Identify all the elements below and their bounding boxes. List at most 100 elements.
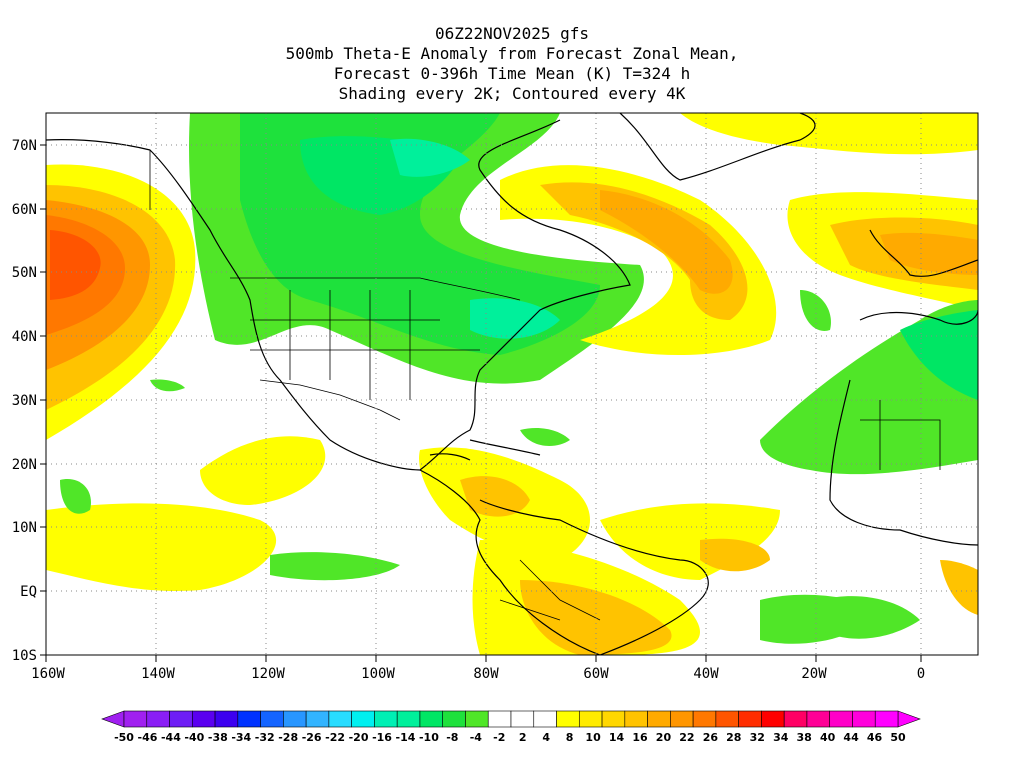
colorbar-label: 8 (566, 731, 574, 744)
colorbar-label: 32 (750, 731, 765, 744)
colorbar-label: 22 (679, 731, 694, 744)
colorbar-label: -50 (114, 731, 134, 744)
colorbar-swatch (328, 710, 352, 728)
africa-borders (860, 400, 941, 470)
colorbar-label: 26 (703, 731, 719, 744)
colorbar-swatch (874, 710, 899, 728)
colorbar: -50 -46 -44 -40 -38 -34 -32 -28 -26 -22 -20 -16 -14-… (101, 710, 921, 744)
map-frame (45, 112, 979, 656)
colorbar-swatch (601, 710, 626, 728)
lat-label: 30N (12, 393, 37, 409)
europe-coast (859, 229, 978, 325)
colorbar-swatch (829, 710, 853, 728)
lon-label: 160W (31, 666, 65, 682)
colorbar-label: -40 (184, 731, 204, 744)
colorbar-swatch (578, 710, 603, 728)
south-america-coast (419, 469, 709, 655)
colorbar-swatch (442, 710, 466, 728)
colorbar-swatch (191, 710, 216, 728)
colorbar-swatch (692, 710, 717, 728)
lon-label: 80W (473, 666, 499, 682)
colorbar-label: -26 (302, 731, 322, 744)
colorbar-label: -16 (372, 731, 392, 744)
colorbar-swatch (419, 710, 444, 728)
colorbar-label: 28 (726, 731, 741, 744)
colorbar-swatch (533, 710, 557, 728)
colorbar-swatch (214, 710, 239, 728)
lat-label: 40N (12, 329, 37, 345)
colorbar-label: 4 (542, 731, 550, 744)
title-line-4: Shading every 2K; Contoured every 4K (338, 84, 686, 103)
colorbar-swatch (123, 710, 148, 728)
colorbar-label: -14 (396, 731, 416, 744)
colorbar-swatch (396, 710, 421, 728)
lat-labels: 70N 60N 50N 40N 30N 20N 10N EQ 10S (12, 138, 37, 664)
colorbar-label: -28 (278, 731, 298, 744)
lat-label: 10N (12, 520, 37, 536)
colorbar-swatch (237, 710, 261, 728)
africa-cold-anomaly (760, 290, 978, 475)
us-mexico-border (259, 379, 401, 421)
state-borders (250, 290, 480, 400)
colorbar-label: -8 (446, 731, 458, 744)
colorbar-swatch (806, 710, 831, 728)
title-line-3: Forecast 0-396h Time Mean (K) T=324 h (333, 64, 691, 83)
colorbar-swatch (465, 710, 489, 728)
colorbar-label: -38 (208, 731, 228, 744)
greenland-coast (619, 113, 816, 181)
lat-label: 50N (12, 265, 37, 281)
colorbar-swatch (761, 710, 785, 728)
coastlines (46, 113, 978, 655)
colorbar-swatch (260, 710, 284, 728)
north-america-coast (46, 119, 631, 471)
lon-label: 100W (361, 666, 395, 682)
colorbar-swatch (283, 710, 307, 728)
pacific-warm-anomaly (46, 164, 196, 440)
colorbar-label: -32 (255, 731, 275, 744)
colorbar-swatch (305, 710, 330, 728)
lon-label: 120W (251, 666, 285, 682)
colorbar-swatch (624, 710, 648, 728)
colorbar-label: 14 (609, 731, 625, 744)
anomaly-shading (46, 113, 978, 655)
tropical-cold-patches (60, 379, 920, 644)
colorbar-swatch (169, 710, 193, 728)
colorbar-label: 46 (867, 731, 883, 744)
lat-label: EQ (20, 584, 37, 600)
lon-labels: 160W 140W 120W 100W 80W 60W 40W 20W 0 (31, 666, 925, 682)
lon-label: 140W (141, 666, 175, 682)
colorbar-label: -10 (419, 731, 439, 744)
lon-label: 60W (583, 666, 609, 682)
title-line-2: 500mb Theta-E Anomaly from Forecast Zona… (285, 44, 739, 63)
colorbar-swatch (556, 710, 580, 728)
lat-label: 60N (12, 202, 37, 218)
lon-label: 40W (693, 666, 719, 682)
lat-label: 10S (12, 648, 37, 664)
europe-warm-anomaly (680, 113, 978, 310)
colorbar-label: -44 (161, 731, 181, 744)
colorbar-label: 40 (820, 731, 836, 744)
colorbar-label: 20 (656, 731, 672, 744)
title-line-1: 06Z22NOV2025 gfs (434, 24, 590, 43)
colorbar-label: 38 (797, 731, 812, 744)
colorbar-swatch (487, 710, 512, 728)
lat-label: 70N (12, 138, 37, 154)
colorbar-label: 34 (773, 731, 789, 744)
atlantic-warm-band (500, 165, 777, 355)
colorbar-label: -2 (493, 731, 505, 744)
africa-coast (829, 379, 978, 546)
colorbar-label: 10 (585, 731, 601, 744)
colorbar-swatch (670, 710, 694, 728)
colorbar-swatch (738, 710, 762, 728)
political-borders (149, 150, 941, 621)
colorbar-label: 44 (843, 731, 859, 744)
colorbar-swatch (783, 710, 808, 728)
caribbean-islands (429, 439, 541, 461)
axis-ticks (40, 144, 922, 662)
colorbar-swatch (374, 710, 398, 728)
colorbar-left-arrow (101, 710, 125, 728)
colorbar-swatch (647, 710, 671, 728)
graticule (46, 113, 978, 655)
colorbar-label: -22 (325, 731, 345, 744)
